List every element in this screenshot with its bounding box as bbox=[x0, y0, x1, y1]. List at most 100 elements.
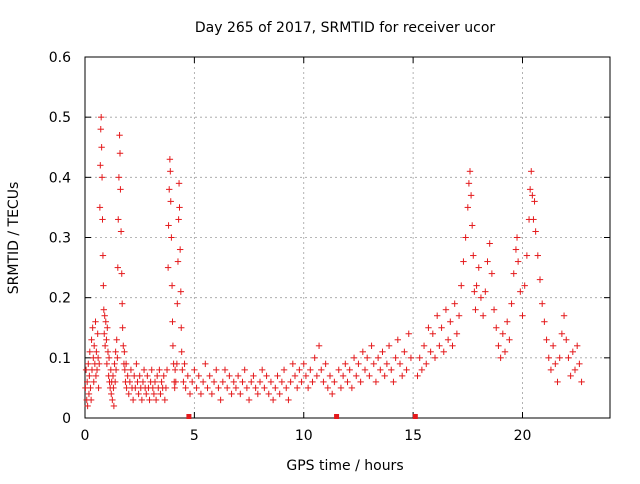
data-point bbox=[206, 372, 213, 380]
data-point bbox=[320, 378, 327, 386]
data-point bbox=[414, 372, 421, 380]
data-point bbox=[372, 378, 380, 386]
data-point bbox=[177, 288, 185, 295]
data-point bbox=[407, 354, 415, 362]
data-point bbox=[272, 384, 279, 392]
data-point bbox=[300, 360, 307, 368]
data-point bbox=[165, 222, 172, 229]
data-point bbox=[401, 348, 408, 356]
data-point bbox=[102, 318, 109, 325]
data-point bbox=[541, 318, 548, 325]
data-point bbox=[385, 342, 393, 349]
data-point bbox=[97, 126, 104, 133]
data-point bbox=[112, 348, 119, 356]
data-point bbox=[116, 150, 124, 157]
data-point bbox=[554, 378, 561, 386]
data-point bbox=[241, 366, 248, 374]
data-point bbox=[528, 168, 535, 175]
data-point bbox=[471, 288, 478, 295]
data-point bbox=[176, 246, 184, 253]
data-point bbox=[175, 180, 183, 187]
data-point bbox=[545, 354, 552, 362]
data-point bbox=[89, 324, 96, 331]
data-point bbox=[529, 192, 536, 199]
data-point bbox=[256, 378, 264, 386]
data-point bbox=[420, 342, 428, 349]
x-tick-label: 0 bbox=[81, 428, 90, 444]
data-point bbox=[82, 366, 90, 374]
data-point bbox=[429, 330, 437, 337]
data-point bbox=[94, 330, 101, 337]
data-point bbox=[152, 396, 160, 404]
data-point bbox=[250, 372, 257, 380]
data-point bbox=[114, 354, 121, 362]
data-point bbox=[143, 390, 150, 398]
data-point bbox=[110, 402, 118, 410]
data-point bbox=[98, 174, 106, 181]
data-point bbox=[383, 360, 391, 368]
data-point bbox=[103, 336, 110, 343]
data-point bbox=[163, 366, 171, 374]
data-point bbox=[168, 282, 176, 289]
data-point bbox=[168, 234, 175, 241]
data-point bbox=[513, 234, 521, 241]
data-point bbox=[350, 354, 358, 362]
data-point bbox=[346, 366, 353, 374]
data-point bbox=[123, 384, 130, 392]
data-point bbox=[210, 378, 218, 386]
x-tick-label: 20 bbox=[514, 428, 532, 444]
data-point bbox=[116, 132, 123, 139]
data-point bbox=[296, 366, 303, 374]
data-point bbox=[482, 288, 489, 295]
data-point bbox=[157, 390, 164, 398]
data-point bbox=[558, 330, 566, 337]
data-point bbox=[169, 318, 176, 325]
data-point bbox=[361, 366, 369, 374]
data-point bbox=[100, 306, 108, 313]
data-point bbox=[274, 372, 281, 380]
data-point bbox=[171, 384, 178, 392]
data-point bbox=[470, 252, 477, 259]
data-point bbox=[532, 228, 539, 235]
data-point bbox=[202, 360, 209, 368]
data-point bbox=[86, 348, 94, 356]
data-point bbox=[118, 300, 126, 307]
data-point bbox=[449, 342, 456, 349]
data-point bbox=[331, 378, 338, 386]
data-point bbox=[484, 258, 491, 265]
data-point bbox=[232, 384, 240, 392]
data-point bbox=[531, 198, 538, 205]
data-point bbox=[390, 378, 397, 386]
data-point bbox=[464, 204, 472, 211]
data-point bbox=[571, 366, 579, 374]
data-point bbox=[121, 348, 128, 356]
data-point bbox=[547, 366, 555, 374]
y-tick-label: 0.3 bbox=[49, 231, 71, 247]
data-point bbox=[379, 348, 386, 356]
data-point bbox=[543, 336, 550, 343]
data-point bbox=[144, 372, 151, 380]
data-point bbox=[208, 390, 216, 398]
data-point bbox=[526, 186, 534, 193]
data-point bbox=[109, 396, 116, 404]
data-point bbox=[427, 348, 434, 356]
data-point bbox=[309, 378, 316, 386]
data-point bbox=[458, 282, 465, 289]
data-point bbox=[139, 378, 147, 386]
data-point bbox=[161, 396, 169, 404]
data-point bbox=[499, 330, 507, 337]
y-tick-label: 0 bbox=[62, 411, 71, 427]
gap-marker bbox=[186, 414, 192, 419]
data-point bbox=[179, 366, 186, 374]
data-point bbox=[97, 113, 105, 121]
data-point bbox=[85, 390, 93, 398]
data-point bbox=[560, 312, 568, 319]
data-point bbox=[226, 372, 233, 380]
data-point bbox=[87, 384, 94, 392]
axes bbox=[84, 56, 611, 419]
data-point bbox=[467, 192, 475, 199]
data-point bbox=[512, 246, 520, 253]
data-point bbox=[104, 324, 111, 331]
data-point bbox=[337, 384, 345, 392]
data-point bbox=[97, 162, 104, 169]
